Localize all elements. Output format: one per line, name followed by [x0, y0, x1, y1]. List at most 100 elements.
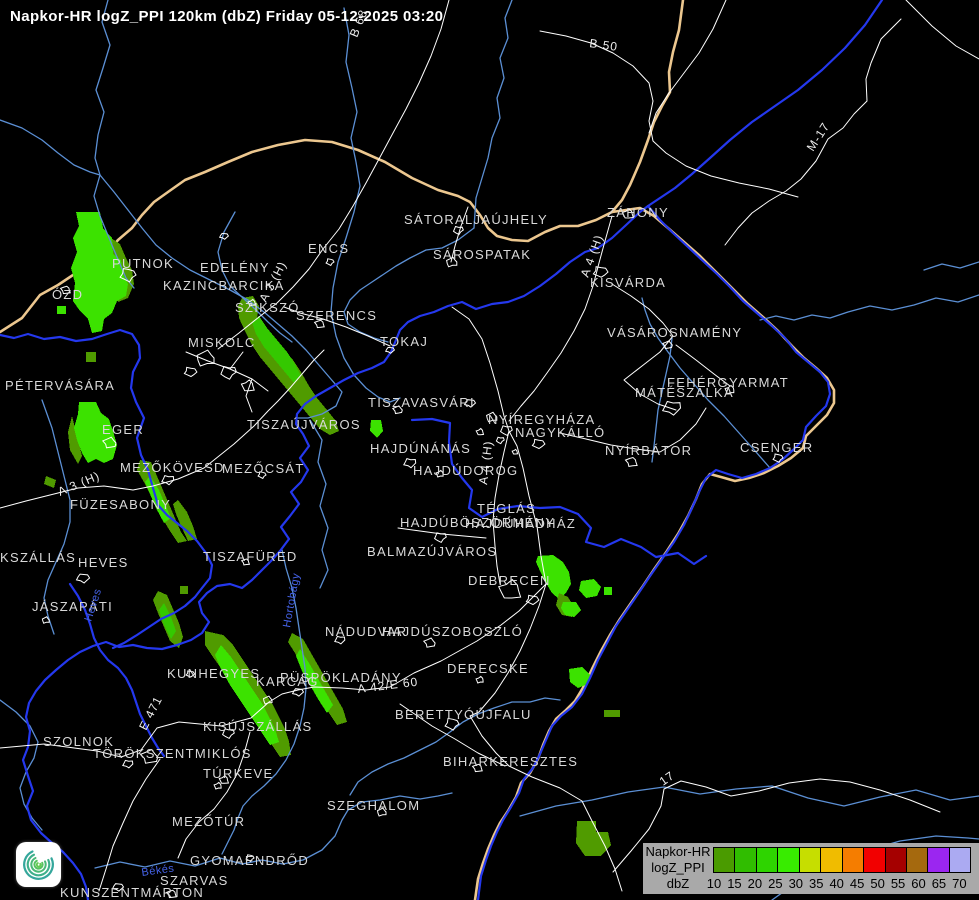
- city-label: SZIKSZÓ: [235, 300, 300, 315]
- road-path: [399, 703, 506, 767]
- legend-tick: 30: [788, 876, 804, 891]
- city-outline: [624, 456, 638, 467]
- river-path: [0, 119, 343, 419]
- road-path: [675, 344, 731, 387]
- city-outline: [499, 425, 513, 437]
- legend-unit: dbZ: [666, 876, 690, 891]
- legend-tick: 10: [706, 876, 722, 891]
- river-path: [221, 549, 307, 855]
- road-path: [508, 215, 613, 422]
- radar-echo-dark: [180, 586, 188, 594]
- road-path: [611, 283, 677, 411]
- river-path: [759, 294, 979, 321]
- city-label: PÜSPÖKLADÁNY: [280, 670, 402, 685]
- city-outline: [772, 453, 784, 463]
- city-label: CSENGER: [740, 440, 813, 455]
- city-outline: [433, 532, 447, 544]
- city-outline: [221, 728, 235, 740]
- city-label: SZOLNOK: [43, 734, 114, 749]
- city-label: KUNHEGYES: [167, 666, 260, 681]
- radar-echo-dark: [173, 500, 197, 541]
- reflectivity-legend: Napkor-HR logZ_PPI dbZ 10 15 20 25 30 35 40 45 5…: [643, 843, 979, 894]
- road-path: [648, 0, 727, 134]
- radar-echo-bright: [370, 420, 383, 438]
- city-outline: [403, 457, 417, 469]
- legend-tick: 25: [768, 876, 783, 891]
- city-outline: [497, 578, 522, 599]
- radar-echo-dark: [86, 352, 96, 362]
- city-outline: [262, 695, 273, 705]
- city-outline: [661, 340, 673, 350]
- river-path: [651, 337, 673, 463]
- city-outline: [218, 775, 230, 784]
- city-outline: [247, 298, 256, 307]
- road-path: [724, 18, 902, 246]
- river-path: [94, 0, 111, 176]
- city-outline: [486, 411, 498, 423]
- legend-swatch: [905, 847, 929, 873]
- legend-tick: 55: [890, 876, 906, 891]
- city-outline: [161, 474, 175, 486]
- legend-tick: 70: [952, 876, 967, 891]
- radar-echo-bright: [536, 555, 571, 599]
- city-outline: [185, 670, 196, 678]
- river-path: [923, 261, 979, 271]
- road-path: [0, 349, 325, 509]
- city-outline: [475, 427, 485, 436]
- legend-swatch: [734, 847, 757, 873]
- city-outline: [196, 349, 215, 367]
- city-outline: [213, 781, 222, 790]
- road-path: [612, 778, 941, 873]
- city-outline: [313, 319, 325, 329]
- city-outline: [111, 883, 125, 892]
- city-label: KAZINCBARCIKA: [163, 278, 285, 293]
- road-path: [283, 306, 391, 347]
- city-outline: [525, 594, 540, 606]
- river-path: [349, 697, 561, 796]
- city-outline: [444, 717, 460, 731]
- city-label: HAJDÚBÖSZÖRMÉNY: [400, 515, 555, 530]
- major-river-path: [0, 328, 214, 650]
- road-path: [469, 583, 623, 892]
- city-outline: [240, 558, 251, 566]
- major-river-path: [68, 582, 166, 758]
- river-path: [343, 227, 475, 343]
- road-path: [450, 206, 469, 263]
- city-outline: [183, 366, 198, 378]
- city-label: NYÍREGYHÁZA: [488, 412, 595, 427]
- city-label: BERETTYÓÚJFALU: [395, 707, 532, 722]
- major-river-path: [410, 417, 708, 566]
- legend-color-scale: [713, 847, 972, 873]
- radar-product-title: Napkor-HR logZ_PPI 120km (dbZ) Friday 05…: [10, 8, 444, 25]
- city-label: SZARVAS: [160, 873, 229, 888]
- road-path: [185, 351, 269, 392]
- city-outline: [325, 258, 335, 267]
- legend-tick: 35: [809, 876, 824, 891]
- river-path: [641, 297, 771, 469]
- city-label: KUNSZENTMÁRTON: [60, 885, 204, 900]
- road-path: [0, 583, 547, 758]
- road-path: [177, 731, 251, 859]
- city-label: ZÁHONY: [607, 205, 669, 220]
- city-outline: [621, 208, 634, 219]
- road-path: [539, 30, 799, 198]
- road-path: [217, 0, 450, 350]
- legend-swatch: [863, 847, 886, 873]
- road-label: M-17: [804, 120, 833, 154]
- city-label: HAJDÚNÁNÁS: [370, 441, 471, 456]
- radar-echo-mid: [159, 603, 176, 639]
- city-outline: [119, 268, 137, 283]
- river-path: [473, 0, 513, 229]
- road-label: 17: [657, 768, 678, 788]
- city-label: BIHARKERESZTES: [443, 754, 578, 769]
- radar-echo-dark: [576, 821, 611, 856]
- river-path: [309, 419, 329, 589]
- radar-echo-mid: [252, 316, 301, 383]
- city-label: TÖRÖKSZENTMIKLÓS: [93, 746, 252, 761]
- radar-echo-dark: [604, 710, 620, 717]
- road-path: [559, 407, 707, 453]
- city-labels: PUTNOK EDELÉNY KAZINCBARCIKA ÓZD SZIKSZÓ MISK…: [0, 205, 813, 900]
- city-outline: [122, 759, 134, 769]
- city-label: PÉTERVÁSÁRA: [5, 378, 115, 393]
